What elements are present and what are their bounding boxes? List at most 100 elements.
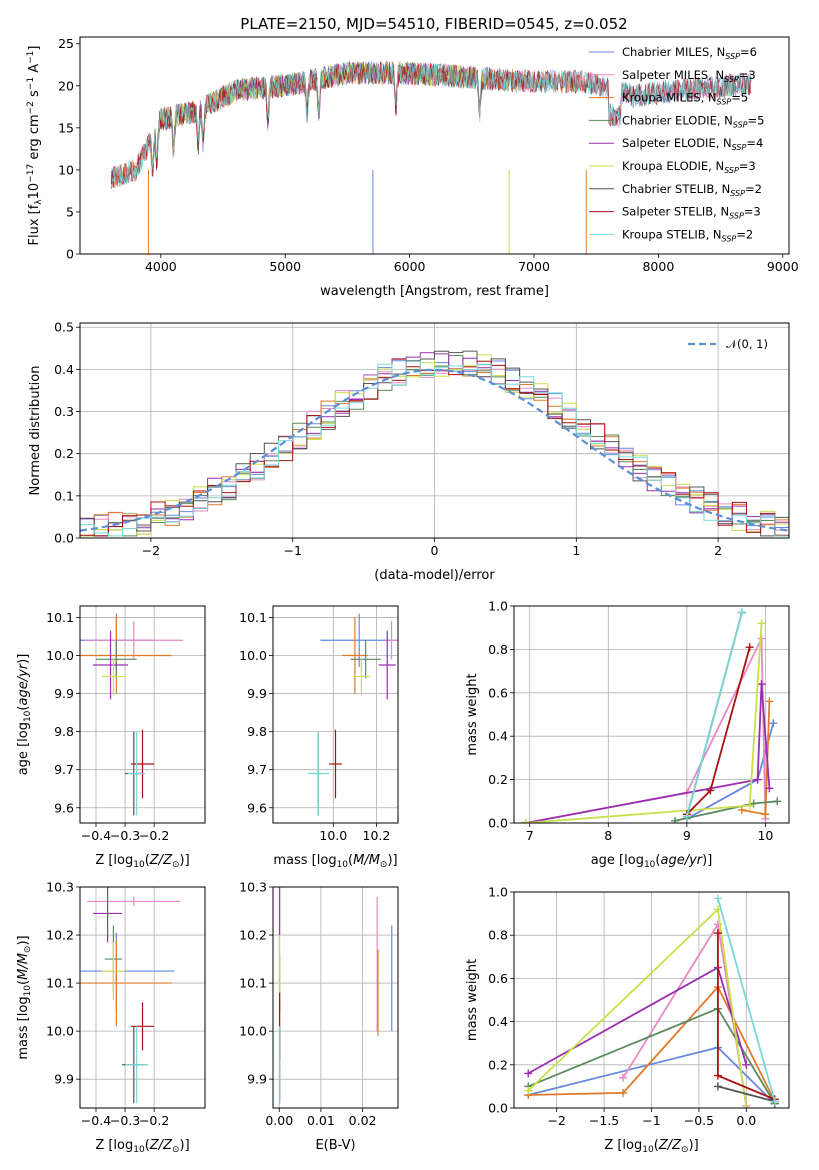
residuals-ytick-label: 0.2 — [54, 446, 74, 461]
residuals-xtick-label: 2 — [714, 543, 722, 558]
age-z-ylabel: age [log10(age/yr)] — [16, 654, 33, 776]
mass-ebv-plot — [279, 887, 393, 1104]
residuals-ytick-label: 0.3 — [54, 404, 74, 419]
mass-z-ytick-label: 10.1 — [46, 976, 74, 991]
age-mass-ytick-label: 9.9 — [247, 686, 267, 701]
spectrum-ytick-label: 25 — [58, 36, 74, 51]
legend-label: Kroupa STELIB, NSSP=2 — [622, 227, 753, 243]
mw-age-xlabel: age [log10(age/yr)] — [591, 853, 713, 870]
age-z-xtick-label: −0.2 — [139, 828, 169, 843]
legend-label: Salpeter MILES, NSSP=3 — [622, 68, 756, 84]
mw-age-marker — [706, 786, 715, 795]
mw-z-xtick-label: 0.0 — [736, 1113, 756, 1128]
mw-z-series — [527, 966, 748, 1075]
residuals-plot — [80, 350, 789, 537]
mw-z-marker — [524, 1086, 533, 1095]
age-mass-ytick-label: 10.0 — [239, 648, 267, 663]
age-z-xtick-label: −0.4 — [81, 828, 111, 843]
mw-z-ytick-label: 0.2 — [488, 1057, 508, 1072]
mw-age-marker — [773, 797, 782, 806]
spectrum-ylabel: Flux [fλ10−17 erg cm−2 s−1 A−1] — [26, 46, 44, 246]
mw-z-marker — [742, 1060, 751, 1069]
mw-z-marker — [713, 1071, 722, 1080]
legend-label: Kroupa ELODIE, NSSP=3 — [622, 159, 756, 175]
legend-label: Chabrier ELODIE, NSSP=5 — [622, 113, 764, 129]
age-z-ytick-label: 9.6 — [54, 800, 74, 815]
mw-z-marker — [742, 1104, 751, 1108]
age-z-ytick-label: 10.0 — [46, 648, 74, 663]
figure-title: PLATE=2150, MJD=54510, FIBERID=0545, z=0… — [240, 15, 627, 33]
age-z-xtick-label: −0.3 — [110, 828, 140, 843]
mw-age-marker — [765, 697, 774, 706]
spectrum-ytick-label: 20 — [58, 78, 74, 93]
mw-age-frame — [513, 605, 790, 824]
residuals-xtick-label: −1 — [283, 543, 301, 558]
age-z-ytick-label: 9.9 — [54, 686, 74, 701]
mw-age-series — [525, 684, 771, 823]
age-z-plot — [80, 613, 184, 816]
residuals-xlabel: (data-model)/error — [374, 568, 495, 583]
mass-ebv-axes: 0.00 0.01 0.02 9.9 10.0 10.1 10.2 10.3 — [239, 880, 398, 1128]
mw-age-marker — [737, 608, 746, 617]
mw-age-series — [525, 623, 763, 823]
mw-z-series — [528, 985, 776, 1102]
residuals-xtick-label: 0 — [431, 543, 439, 558]
age-z-axes: −0.4−0.3−0.2 9.6 9.7 9.8 9.9 10.0 10.1 — [46, 606, 205, 843]
mw-age-xtick-label: 9 — [683, 828, 691, 843]
mw-age-marker — [745, 801, 754, 810]
mass-ebv-xtick-label: 0.01 — [307, 1113, 335, 1128]
legend-normal-label: 𝒩(0, 1) — [726, 337, 768, 351]
residuals-ytick-label: 0.5 — [54, 320, 74, 335]
spectrum-ytick-label: 0 — [66, 247, 74, 262]
mw-z-frame — [513, 891, 790, 1109]
mass-z-xtick-label: −0.2 — [139, 1113, 169, 1128]
mw-age-xtick-label: 7 — [526, 828, 534, 843]
mw-z-series — [717, 1085, 776, 1103]
spectrum-ytick-label: 10 — [58, 162, 74, 177]
mass-z-xlabel: Z [log10(Z/Z⊙)] — [95, 1138, 189, 1155]
age-mass-ytick-label: 9.7 — [247, 762, 267, 777]
age-z-ytick-label: 9.7 — [54, 762, 74, 777]
mw-age-ytick-label: 0.2 — [488, 772, 508, 787]
residuals-frame — [79, 322, 790, 539]
residuals-ytick-label: 0.1 — [54, 488, 74, 503]
age-z-xlabel: Z [log10(Z/Z⊙)] — [95, 853, 189, 870]
residuals-series — [80, 360, 789, 537]
mw-z-ylabel: mass weight — [465, 959, 480, 1041]
mw-z-ytick-label: 1.0 — [488, 885, 508, 900]
mass-ebv-ytick-label: 10.0 — [239, 1024, 267, 1039]
mass-ebv-ytick-label: 10.2 — [239, 928, 267, 943]
spectrum-frame — [79, 36, 790, 255]
residuals-ylabel: Normed distribution — [28, 366, 43, 496]
mw-z-ytick-label: 0.8 — [488, 928, 508, 943]
spectrum-xtick-label: 7000 — [518, 259, 550, 274]
mw-z-marker — [524, 1069, 533, 1078]
age-mass-frame — [272, 605, 399, 824]
residuals-ytick-label: 0.4 — [54, 362, 74, 377]
mw-age-marker — [682, 812, 691, 821]
mw-age-ytick-label: 1.0 — [488, 599, 508, 614]
age-mass-ytick-label: 10.1 — [239, 610, 267, 625]
mass-ebv-frame — [272, 886, 399, 1109]
mw-age-marker — [521, 819, 530, 823]
mw-z-xlabel: Z [log10(Z/Z⊙)] — [604, 1138, 698, 1155]
mw-z-series — [622, 921, 748, 1106]
mw-age-marker — [757, 619, 766, 628]
age-mass-ytick-label: 9.8 — [247, 724, 267, 739]
spectrum-legend: Chabrier MILES, NSSP=6 Salpeter MILES, NS… — [589, 45, 764, 243]
mw-z-marker — [619, 1088, 628, 1097]
age-z-ytick-label: 10.1 — [46, 610, 74, 625]
mass-z-ytick-label: 10.0 — [46, 1024, 74, 1039]
age-mass-xtick-label: 10.2 — [363, 828, 391, 843]
spectrum-ytick-label: 5 — [66, 204, 74, 219]
mw-z-ytick-label: 0.4 — [488, 1014, 508, 1029]
age-mass-xlabel: mass [log10(M/M⊙)] — [273, 853, 397, 870]
age-mass-axes: 10.0 10.2 9.6 9.7 9.8 9.9 10.0 10.1 — [239, 606, 398, 843]
normal-curve — [80, 368, 789, 532]
mass-ebv-ytick-label: 10.1 — [239, 976, 267, 991]
mass-ebv-ytick-label: 9.9 — [247, 1072, 267, 1087]
mw-age-marker — [737, 805, 746, 814]
mass-z-ytick-label: 10.3 — [46, 880, 74, 895]
mw-z-xtick-label: −1.5 — [589, 1113, 619, 1128]
